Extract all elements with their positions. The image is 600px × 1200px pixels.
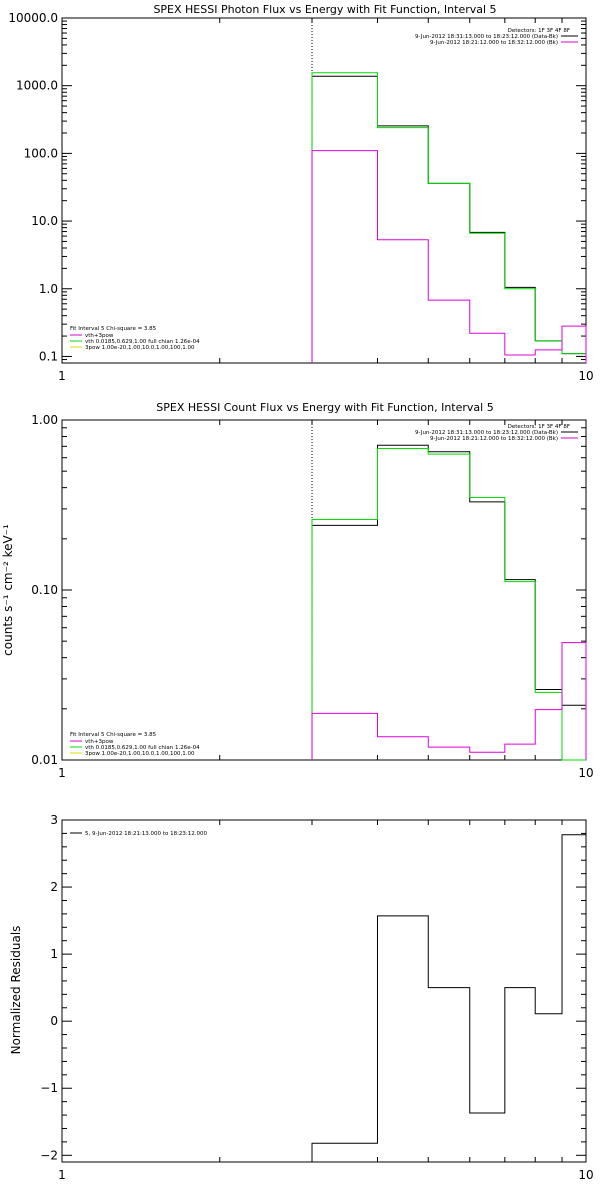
legend-right: Detectors: 1F 3F 4F 8F 9-Jun-2012 18:31:…: [415, 424, 578, 442]
y-tick-label: 3: [50, 813, 58, 827]
plot-frame: [61, 819, 587, 1163]
y-tick-label: 2: [50, 880, 58, 894]
y-tick-label: 0: [50, 1014, 58, 1028]
y-tick-label: 1: [50, 947, 58, 961]
y-tick-label: −1: [40, 1081, 58, 1095]
y-tick-label: 100.0: [24, 146, 58, 160]
y-tick-label: 1.00: [31, 413, 58, 427]
legend-left: Fit Interval 5 Chi-square = 3.85 vth+3po…: [70, 326, 200, 351]
y-tick-label: 0.01: [31, 753, 58, 767]
legend-entry: vth+3pow: [85, 333, 114, 339]
legend-header: Fit Interval 5 Chi-square = 3.85: [70, 326, 157, 332]
series-residual-line: [311, 834, 587, 1162]
legend-entry: 9-Jun-2012 18:21:12.000 to 18:32:12.000 …: [430, 40, 558, 46]
legend-entry: 9-Jun-2012 18:31:13.000 to 18:23:12.000 …: [415, 430, 558, 436]
residuals-panel: Normalized Residuals 1 10 −2 −1 0 1 2 3 5, 9-Ju…: [9, 813, 594, 1182]
series-bkg-line: [311, 642, 587, 760]
legend-entry: vth 0.0185,0.629,1.00 full chian 1.26e-0…: [85, 339, 200, 345]
legend-entry: vth+3pow: [85, 739, 114, 745]
series-data-line: [311, 75, 587, 363]
legend-entry: 3pow 1.00e-20,1.00,10.0,1.00,100,1.00: [85, 345, 195, 351]
count-flux-panel: SPEX HESSI Count Flux vs Energy with Fit…: [1, 401, 594, 780]
legend-entry: 5, 9-Jun-2012 18:21:13.000 to 18:23:12.0…: [85, 831, 208, 837]
series-data-line: [311, 444, 587, 760]
x-tick-label: 1: [58, 1168, 66, 1182]
y-tick-label: 1.0: [39, 282, 58, 296]
series-vth-line: [311, 72, 587, 363]
x-tick-label: 10: [578, 766, 593, 780]
photon-flux-panel: SPEX HESSI Photon Flux vs Energy with Fi…: [8, 3, 593, 383]
x-tick-label: 10: [578, 369, 593, 383]
legend-entry: vth 0.0185,0.629,1.00 full chian 1.26e-0…: [85, 745, 200, 751]
x-tick-label: 10: [578, 1168, 593, 1182]
panel-title: SPEX HESSI Count Flux vs Energy with Fit…: [156, 401, 493, 414]
legend-entry: 9-Jun-2012 18:21:12.000 to 18:32:12.000 …: [430, 436, 558, 442]
y-tick-label: −2: [40, 1148, 58, 1162]
y-tick-label: 0.10: [31, 583, 58, 597]
legend-header: Fit Interval 5 Chi-square = 3.85: [70, 732, 157, 738]
x-tick-label: 1: [58, 369, 66, 383]
legend-left: 5, 9-Jun-2012 18:21:13.000 to 18:23:12.0…: [70, 831, 208, 837]
plot-marks: 1 10 0.01 0.10 1.00: [31, 413, 593, 780]
legend-entry: 9-Jun-2012 18:31:13.000 to 18:23:12.000 …: [415, 34, 558, 40]
panel-title: SPEX HESSI Photon Flux vs Energy with Fi…: [153, 3, 496, 16]
y-tick-label: 0.1: [39, 349, 58, 363]
y-tick-label: 10000.0: [8, 11, 58, 25]
legend-header: Detectors: 1F 3F 4F 8F: [508, 424, 570, 430]
x-tick-label: 1: [58, 766, 66, 780]
y-tick-label: 10.0: [31, 214, 58, 228]
legend-entry: 3pow 1.00e-20,1.00,10.0,1.00,100,1.00: [85, 751, 195, 757]
legend-left: Fit Interval 5 Chi-square = 3.85 vth+3po…: [70, 732, 200, 757]
series-bkg-line: [311, 150, 587, 363]
y-tick-label: 1000.0: [16, 79, 58, 93]
series-vth-line: [311, 447, 586, 761]
plot-marks: 1 10 0.1 1.0 10.0 100.0 1000.0 10000.0: [8, 11, 593, 383]
y-axis-label: counts s⁻¹ cm⁻² keV⁻¹: [1, 524, 15, 656]
y-axis-label: Normalized Residuals: [9, 926, 23, 1055]
plot-frame: [61, 419, 587, 761]
plot-marks: 1 10 −2 −1 0 1 2 3: [40, 813, 593, 1182]
legend-right: Detectors: 1F 3F 4F 8F 9-Jun-2012 18:31:…: [415, 28, 578, 46]
legend-header: Detectors: 1F 3F 4F 8F: [508, 28, 570, 34]
plot-frame: [61, 17, 587, 364]
